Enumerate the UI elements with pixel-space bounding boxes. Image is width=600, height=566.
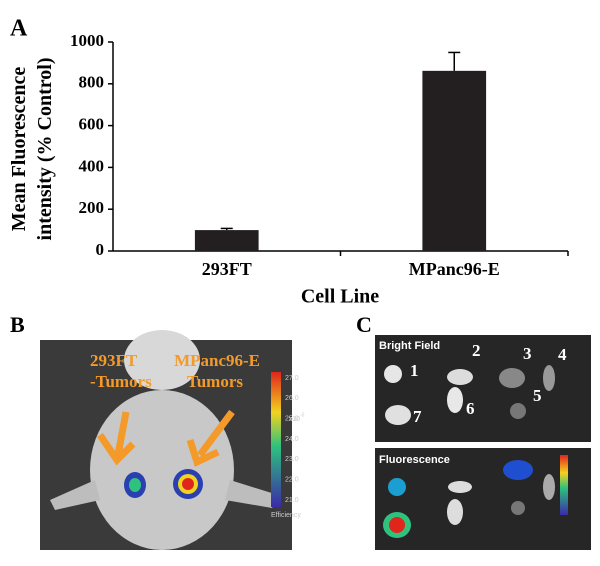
image-title: Bright Field [379, 340, 440, 352]
colorbar-unit-exponent: -5 [300, 412, 305, 418]
colorbar-tick-label: 22.0 [285, 477, 299, 484]
organ-number: 2 [472, 341, 481, 360]
tumor-label: Tumors [187, 372, 243, 391]
y-tick-label: 800 [79, 73, 105, 92]
x-tick-label: 293FT [202, 259, 252, 279]
colorbar-tick-label: 24.0 [285, 436, 299, 443]
colorbar-tick-label: 27.0 [285, 375, 299, 382]
colorbar-tick-label: 23.0 [285, 456, 299, 463]
y-tick-label: 600 [79, 115, 105, 134]
panel-label: C [356, 312, 372, 337]
panel-label: B [10, 312, 25, 337]
colorbar-tick-label: 26.0 [285, 395, 299, 402]
x-axis-title: Cell Line [301, 286, 379, 308]
y-tick-label: 1000 [70, 31, 104, 50]
mouse-image [40, 330, 292, 550]
organ-number: 7 [413, 407, 422, 426]
organ-number: 5 [533, 386, 542, 405]
organ-number: 4 [558, 345, 567, 364]
organ-number: 3 [523, 344, 532, 363]
bar [194, 230, 259, 251]
y-tick-label: 0 [96, 240, 105, 259]
tumor-label: MPanc96-E [174, 351, 260, 370]
colorbar-tick-label: 21.0 [285, 497, 299, 504]
colorbar-tick-label: 25.0 [285, 416, 299, 423]
y-tick-label: 400 [79, 156, 105, 175]
y-tick-label: 200 [79, 198, 105, 217]
tumor-label: -Tumors [90, 372, 152, 391]
organ-images [375, 335, 591, 550]
bar [422, 70, 487, 251]
y-axis-title: Mean Fluorescence intensity (% Control) [8, 57, 56, 241]
colorbar-title: Efficiency [271, 512, 301, 519]
tumor-label: 293FT [90, 351, 138, 370]
panel-label: A [10, 16, 28, 42]
x-tick-label: MPanc96-E [409, 259, 500, 279]
organ-number: 6 [466, 399, 475, 418]
image-title: Fluorescence [379, 454, 450, 466]
colorbar-unit: x10 [289, 416, 300, 423]
organ-number: 1 [410, 361, 419, 380]
